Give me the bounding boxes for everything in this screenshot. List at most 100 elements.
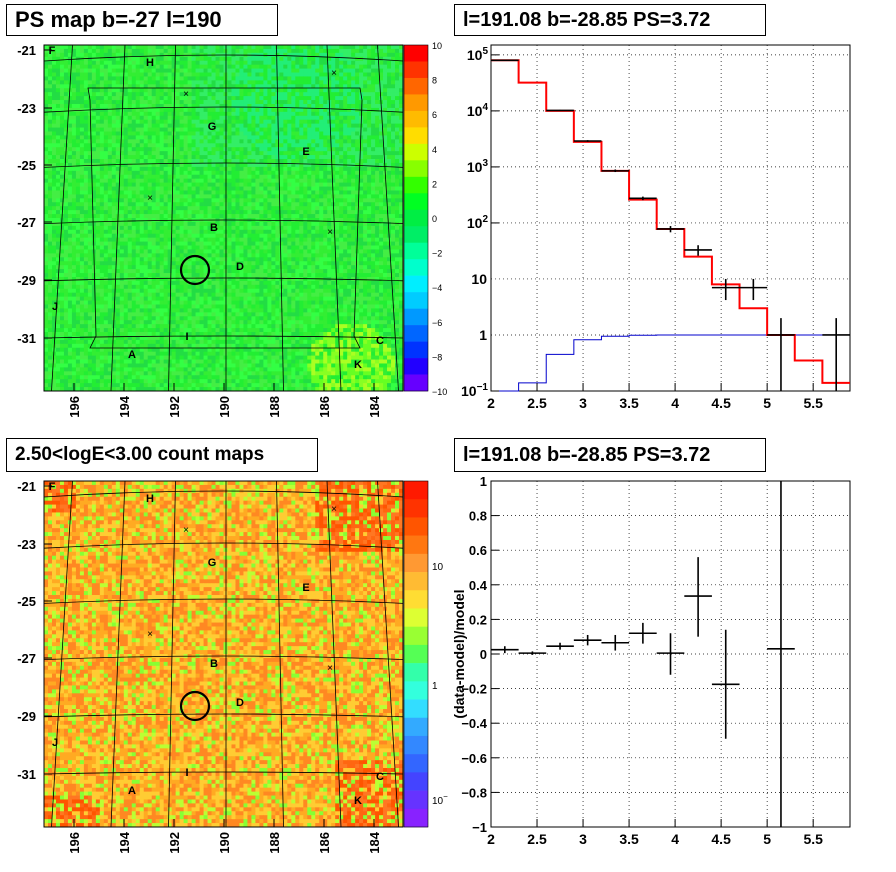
map-pixel bbox=[379, 131, 384, 136]
map-pixel bbox=[279, 257, 284, 262]
map-pixel bbox=[327, 76, 332, 81]
map-pixel bbox=[315, 257, 320, 262]
map-pixel bbox=[339, 147, 344, 152]
map-pixel bbox=[219, 174, 224, 180]
map-pixel bbox=[91, 52, 97, 58]
map-pixel bbox=[175, 261, 181, 266]
map-pixel bbox=[279, 237, 284, 242]
map-pixel bbox=[379, 119, 384, 125]
map-pixel bbox=[283, 60, 288, 66]
map-pixel bbox=[107, 56, 113, 62]
map-pixel bbox=[263, 206, 268, 211]
map-pixel bbox=[319, 190, 324, 195]
map-pixel bbox=[163, 123, 169, 128]
map-pixel bbox=[283, 52, 288, 58]
map-pixel bbox=[359, 139, 364, 144]
map-pixel bbox=[287, 76, 292, 81]
map-pixel bbox=[235, 56, 240, 62]
map-pixel bbox=[275, 64, 280, 69]
map-pixel bbox=[239, 182, 244, 187]
map-pixel bbox=[135, 68, 141, 73]
map-pixel bbox=[379, 170, 384, 176]
map-pixel bbox=[171, 186, 177, 191]
map-pixel bbox=[323, 159, 328, 164]
map-pixel bbox=[211, 56, 216, 62]
map-pixel bbox=[319, 182, 324, 187]
map-pixel bbox=[95, 261, 101, 266]
map-pixel bbox=[67, 210, 73, 215]
map-pixel bbox=[347, 186, 352, 191]
map-pixel bbox=[291, 253, 296, 258]
map-pixel bbox=[351, 127, 356, 132]
map-pixel bbox=[331, 135, 336, 140]
map-pixel bbox=[355, 135, 360, 140]
map-pixel bbox=[259, 123, 264, 128]
map-pixel bbox=[343, 225, 348, 231]
map-pixel bbox=[303, 107, 308, 113]
map-pixel bbox=[251, 115, 256, 121]
map-pixel bbox=[67, 139, 73, 144]
map-pixel bbox=[143, 96, 149, 101]
map-pixel bbox=[207, 76, 212, 81]
map-pixel bbox=[143, 56, 149, 62]
map-pixel bbox=[147, 56, 153, 62]
map-pixel bbox=[103, 88, 109, 93]
map-pixel bbox=[295, 198, 300, 203]
map-pixel bbox=[215, 221, 220, 227]
map-pixel bbox=[199, 159, 204, 164]
map-pixel bbox=[203, 84, 208, 89]
map-pixel bbox=[195, 214, 200, 219]
map-pixel bbox=[107, 103, 113, 109]
map-pixel bbox=[51, 107, 57, 113]
map-pixel bbox=[215, 76, 220, 81]
map-pixel bbox=[183, 261, 188, 266]
map-pixel bbox=[363, 151, 368, 156]
map-pixel bbox=[371, 202, 376, 207]
map-pixel bbox=[127, 147, 133, 152]
map-pixel bbox=[99, 206, 105, 211]
map-pixel bbox=[351, 241, 356, 246]
map-pixel bbox=[51, 159, 57, 164]
map-pixel bbox=[263, 131, 268, 136]
map-pixel bbox=[271, 190, 276, 195]
map-pixel bbox=[87, 221, 93, 227]
map-pixel bbox=[311, 68, 316, 73]
map-pixel bbox=[44, 202, 49, 207]
map-pixel bbox=[187, 143, 192, 148]
map-pixel bbox=[131, 80, 137, 85]
map-pixel bbox=[79, 194, 85, 199]
map-pixel bbox=[151, 245, 157, 250]
map-pixel bbox=[79, 166, 85, 172]
map-pixel bbox=[375, 253, 380, 258]
map-pixel bbox=[99, 131, 105, 136]
map-pixel bbox=[59, 174, 65, 180]
map-pixel bbox=[51, 143, 57, 148]
map-pixel bbox=[111, 135, 117, 140]
map-pixel bbox=[307, 92, 312, 97]
map-pixel bbox=[123, 166, 129, 172]
map-pixel bbox=[387, 76, 392, 81]
map-pixel bbox=[207, 155, 212, 160]
map-pixel bbox=[199, 151, 204, 156]
map-pixel bbox=[163, 257, 169, 262]
map-pixel bbox=[44, 182, 49, 187]
map-pixel bbox=[307, 60, 312, 66]
map-pixel bbox=[311, 194, 316, 199]
map-pixel bbox=[115, 115, 121, 121]
map-pixel bbox=[155, 237, 161, 242]
map-pixel bbox=[351, 60, 356, 66]
map-pixel bbox=[103, 64, 109, 69]
map-pixel bbox=[139, 182, 145, 187]
map-pixel bbox=[103, 218, 109, 223]
map-pixel bbox=[339, 159, 344, 164]
map-pixel bbox=[195, 182, 200, 187]
map-pixel bbox=[63, 159, 69, 164]
map-pixel bbox=[91, 84, 97, 89]
map-pixel bbox=[359, 159, 364, 164]
map-pixel bbox=[135, 84, 141, 89]
map-pixel bbox=[383, 151, 388, 156]
map-pixel bbox=[367, 241, 372, 246]
map-pixel bbox=[327, 245, 332, 250]
map-pixel bbox=[251, 60, 256, 66]
map-pixel bbox=[215, 45, 220, 50]
